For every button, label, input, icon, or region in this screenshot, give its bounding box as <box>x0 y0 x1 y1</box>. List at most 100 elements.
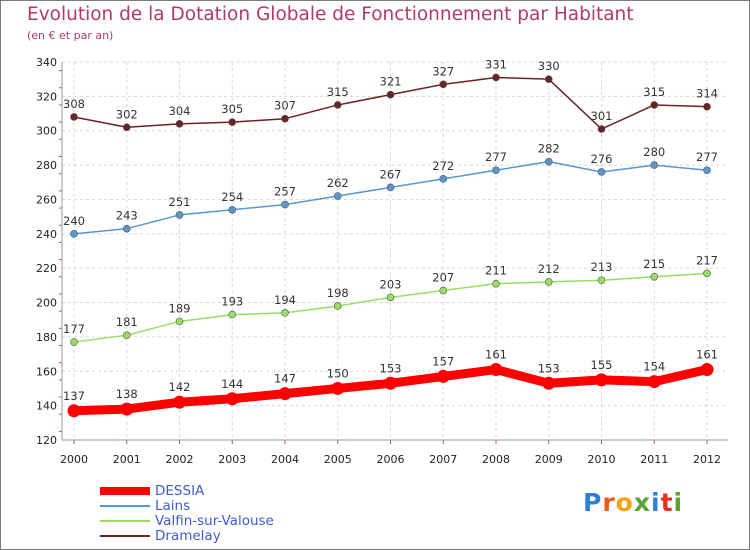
data-labels: 240 243 251 254 257 262 267 272 277 282 276 280 277 1… <box>63 57 718 402</box>
data-point <box>228 205 237 214</box>
data-point <box>67 404 81 418</box>
data-point <box>173 395 186 409</box>
legend-swatch <box>100 535 150 537</box>
data-point <box>650 161 659 169</box>
data-label: 161 <box>696 348 718 362</box>
data-point <box>597 168 606 176</box>
data-point <box>175 317 184 326</box>
data-point <box>489 363 503 377</box>
data-label: 138 <box>116 387 138 401</box>
legend-label: Dramelay <box>155 528 221 544</box>
x-tick-label: 2001 <box>113 453 141 466</box>
x-tick-label: 2010 <box>588 453 616 466</box>
y-tick-label: 280 <box>36 159 57 172</box>
data-point <box>595 373 608 387</box>
x-tick-label: 2007 <box>429 453 457 466</box>
data-label: 154 <box>643 360 665 374</box>
y-tick-label: 300 <box>36 125 57 138</box>
logo-letter: r <box>602 488 616 517</box>
data-label: 262 <box>327 176 349 190</box>
data-point <box>650 272 659 281</box>
x-tick-label: 2004 <box>271 453 299 466</box>
data-label: 203 <box>380 277 402 291</box>
y-tick-label: 160 <box>36 365 57 378</box>
data-point <box>544 278 553 286</box>
data-point <box>439 286 448 295</box>
data-label: 282 <box>538 142 560 156</box>
data-label: 147 <box>274 372 296 386</box>
data-point <box>386 183 395 192</box>
y-tick-label: 220 <box>36 262 57 275</box>
y-tick-label: 140 <box>36 400 57 413</box>
data-label: 157 <box>432 354 454 368</box>
data-label: 267 <box>380 167 402 181</box>
data-point <box>175 211 184 219</box>
x-tick-label: 2008 <box>482 453 510 466</box>
data-label: 155 <box>591 358 613 372</box>
chart-title: Evolution de la Dotation Globale de Fonc… <box>27 4 634 25</box>
data-label: 276 <box>591 152 613 166</box>
data-point <box>120 402 134 416</box>
data-label: 277 <box>485 150 507 164</box>
data-point <box>281 309 289 317</box>
data-point <box>278 387 292 401</box>
data-point <box>122 331 131 339</box>
y-tick-label: 320 <box>36 90 57 103</box>
data-label: 240 <box>63 214 85 228</box>
logo-letter: o <box>615 488 634 517</box>
data-label: 142 <box>169 380 191 394</box>
data-point <box>700 363 714 377</box>
x-tick-label: 2003 <box>218 453 246 466</box>
data-label: 213 <box>591 260 613 274</box>
data-point <box>331 381 345 395</box>
y-tick-label: 260 <box>36 193 57 206</box>
data-point <box>333 101 342 109</box>
x-tick-label: 2002 <box>166 453 194 466</box>
data-label: 153 <box>538 361 560 375</box>
data-label: 189 <box>169 301 191 315</box>
data-point <box>544 157 553 166</box>
y-tick-label: 180 <box>36 331 57 344</box>
data-label: 150 <box>327 366 349 380</box>
x-tick-label: 2006 <box>377 453 405 466</box>
data-point <box>492 166 500 175</box>
data-point <box>492 279 500 288</box>
data-point <box>333 192 342 200</box>
data-point <box>436 369 450 383</box>
data-label: 161 <box>485 348 507 362</box>
data-label: 314 <box>696 87 718 101</box>
data-point <box>386 293 395 302</box>
y-tick-label: 240 <box>36 228 57 241</box>
data-label: 280 <box>643 145 665 159</box>
data-label: 212 <box>538 262 560 276</box>
data-label: 257 <box>274 185 296 199</box>
logo-letter: i <box>651 488 661 517</box>
y-tick-label: 200 <box>36 297 57 310</box>
data-label: 302 <box>116 107 138 121</box>
series-lines <box>67 73 714 418</box>
data-label: 315 <box>327 85 349 99</box>
data-label: 308 <box>63 97 85 111</box>
data-point <box>70 338 78 346</box>
data-label: 153 <box>380 361 402 375</box>
axes: 120 140 160 180 200 220 240 260 280 300 320 340 2000… <box>36 56 728 466</box>
x-tick-label: 2011 <box>640 453 668 466</box>
legend-label: Lains <box>155 498 191 514</box>
data-point <box>544 75 553 83</box>
data-label: 272 <box>432 159 454 173</box>
data-label: 305 <box>221 102 243 116</box>
data-label: 254 <box>221 190 243 204</box>
data-point <box>597 276 606 285</box>
data-point <box>281 114 289 123</box>
data-label: 331 <box>485 57 507 71</box>
legend-label: Valfin-sur-Valouse <box>155 513 274 529</box>
data-point <box>333 302 342 310</box>
data-point <box>439 175 448 183</box>
data-label: 137 <box>63 389 85 403</box>
legend-swatch <box>100 520 150 522</box>
logo-letter: t <box>660 488 674 517</box>
proxiti-logo: Proxiti <box>583 488 683 517</box>
data-label: 193 <box>221 295 243 309</box>
data-point <box>122 224 131 233</box>
logo-letter: i <box>673 488 684 517</box>
